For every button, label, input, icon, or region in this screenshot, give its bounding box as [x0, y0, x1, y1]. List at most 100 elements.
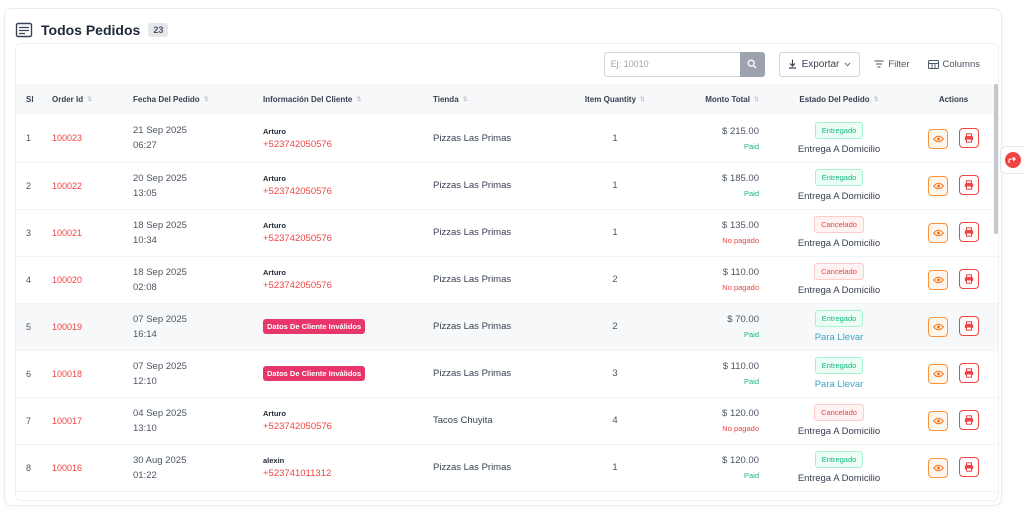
view-order-button[interactable]: [928, 458, 949, 478]
printer-icon: [964, 180, 973, 190]
view-order-button[interactable]: [928, 176, 949, 196]
eye-icon: [932, 135, 944, 142]
table-row[interactable]: 1 100023 21 Sep 2025 06:27 Arturo +5237420…: [16, 115, 998, 162]
view-order-button[interactable]: [928, 364, 949, 384]
order-status-badge: Cancelado: [814, 404, 864, 421]
print-order-button[interactable]: [958, 457, 979, 477]
customer-name: Arturo: [263, 409, 286, 418]
print-order-button[interactable]: [958, 175, 979, 195]
columns-icon: [927, 59, 939, 69]
orders-count-badge: 23: [148, 23, 169, 37]
item-quantity: 2: [612, 321, 618, 332]
chevron-down-icon: [845, 62, 851, 67]
sort-icon[interactable]: ⇅: [87, 97, 93, 104]
customer-phone[interactable]: +523742050576: [263, 233, 332, 244]
table-row[interactable]: 8 100016 30 Aug 2025 01:22 alexin +5237410…: [16, 444, 998, 491]
column-header[interactable]: Fecha Del Pedido ⇅: [133, 84, 263, 115]
order-id-link[interactable]: 100022: [52, 180, 83, 191]
total-amount: $ 120.00: [722, 408, 759, 419]
view-order-button[interactable]: [928, 223, 949, 243]
customer-phone[interactable]: +523742050576: [263, 421, 332, 432]
sort-icon[interactable]: ⇅: [462, 97, 468, 104]
row-serial: 8: [26, 462, 32, 473]
sort-icon[interactable]: ⇅: [873, 97, 879, 104]
item-quantity: 3: [612, 368, 618, 379]
total-amount: $ 120.00: [722, 455, 759, 466]
sort-icon[interactable]: ⇅: [640, 97, 646, 104]
filter-label: Filter: [888, 58, 910, 70]
search-button[interactable]: [739, 51, 765, 77]
search-box: [603, 51, 765, 77]
order-time: 12:10: [133, 375, 157, 387]
table-row[interactable]: 4 100020 18 Sep 2025 02:08 Arturo +5237420…: [16, 256, 998, 303]
print-order-button[interactable]: [958, 222, 979, 242]
orders-table: Sl Order Id ⇅ Fecha Del Pedido ⇅ Información …: [16, 84, 998, 492]
column-header-label: Sl: [26, 95, 34, 104]
table-row[interactable]: 6 100018 07 Sep 2025 12:10 Datos De Clien…: [16, 350, 998, 397]
sort-icon[interactable]: ⇅: [753, 97, 759, 104]
payment-status: No pagado: [722, 236, 759, 245]
search-input[interactable]: [603, 51, 740, 77]
order-id-link[interactable]: 100016: [52, 462, 83, 473]
eye-icon: [932, 229, 944, 237]
order-date: 21 Sep 2025: [133, 125, 187, 137]
print-order-button[interactable]: [958, 127, 979, 148]
view-order-button[interactable]: [928, 270, 949, 290]
delivery-type: Para Llevar: [814, 379, 864, 390]
table-row[interactable]: 5 100019 07 Sep 2025 16:14 Datos De Clien…: [16, 303, 998, 350]
column-header[interactable]: Item Quantity ⇅: [569, 84, 661, 115]
table-row[interactable]: 7 100017 04 Sep 2025 13:10 Arturo +5237420…: [16, 397, 998, 444]
table-header-row: Sl Order Id ⇅ Fecha Del Pedido ⇅ Información …: [16, 84, 998, 115]
order-id-link[interactable]: 100019: [52, 321, 83, 332]
invalid-customer-badge: Datos De Cliente Inválidos: [263, 366, 366, 381]
order-time: 06:27: [133, 140, 157, 152]
filter-button[interactable]: Filter: [870, 59, 913, 70]
store-name: Pizzas Las Primas: [433, 274, 512, 285]
column-header[interactable]: Estado Del Pedido ⇅: [769, 84, 909, 115]
total-amount: $ 110.00: [722, 267, 759, 278]
column-header-label: Información Del Cliente: [263, 95, 353, 104]
delivery-type: Entrega A Domicilio: [797, 238, 881, 249]
print-order-button[interactable]: [958, 410, 979, 430]
order-status-badge: Entregado: [814, 357, 864, 374]
sort-icon[interactable]: ⇅: [356, 97, 362, 104]
payment-status: Paid: [743, 330, 759, 339]
print-order-button[interactable]: [958, 316, 979, 336]
view-order-button[interactable]: [928, 411, 949, 431]
column-header[interactable]: Monto Total ⇅: [661, 84, 769, 115]
customer-phone[interactable]: +523742050576: [263, 280, 332, 291]
order-id-link[interactable]: 100023: [52, 133, 83, 144]
order-id-link[interactable]: 100018: [52, 368, 83, 379]
columns-button[interactable]: Columns: [924, 59, 985, 70]
delivery-type: Entrega A Domicilio: [797, 143, 881, 155]
customer-name: Arturo: [263, 126, 286, 136]
store-name: Pizzas Las Primas: [433, 132, 512, 144]
order-id-link[interactable]: 100017: [52, 415, 83, 426]
order-status-badge: Entregado: [814, 121, 864, 139]
print-order-button[interactable]: [958, 269, 979, 289]
search-icon: [747, 59, 757, 69]
view-order-button[interactable]: [928, 317, 949, 337]
column-header[interactable]: Order Id ⇅: [52, 84, 133, 115]
side-share-tab[interactable]: [1000, 146, 1024, 174]
customer-phone[interactable]: +523742050576: [263, 186, 332, 197]
table-row[interactable]: 3 100021 18 Sep 2025 10:34 Arturo +5237420…: [16, 209, 998, 256]
customer-phone[interactable]: +523742050576: [263, 138, 332, 150]
order-time: 01:22: [133, 469, 157, 481]
store-name: Pizzas Las Primas: [433, 227, 512, 238]
item-quantity: 4: [612, 415, 618, 426]
column-header-label: Actions: [938, 95, 969, 104]
table-row[interactable]: 2 100022 20 Sep 2025 13:05 Arturo +5237420…: [16, 162, 998, 209]
order-id-link[interactable]: 100021: [52, 227, 83, 238]
total-amount: $ 185.00: [722, 173, 759, 184]
table-scrollbar[interactable]: [994, 84, 998, 234]
view-order-button[interactable]: [928, 128, 949, 149]
store-name: Pizzas Las Primas: [433, 462, 512, 473]
column-header[interactable]: Información Del Cliente ⇅: [263, 84, 433, 115]
customer-phone[interactable]: +523741011312: [263, 468, 332, 479]
column-header[interactable]: Tienda ⇅: [433, 84, 569, 115]
print-order-button[interactable]: [958, 363, 979, 383]
export-button[interactable]: Exportar: [778, 51, 861, 77]
order-id-link[interactable]: 100020: [52, 274, 83, 285]
sort-icon[interactable]: ⇅: [203, 97, 209, 104]
